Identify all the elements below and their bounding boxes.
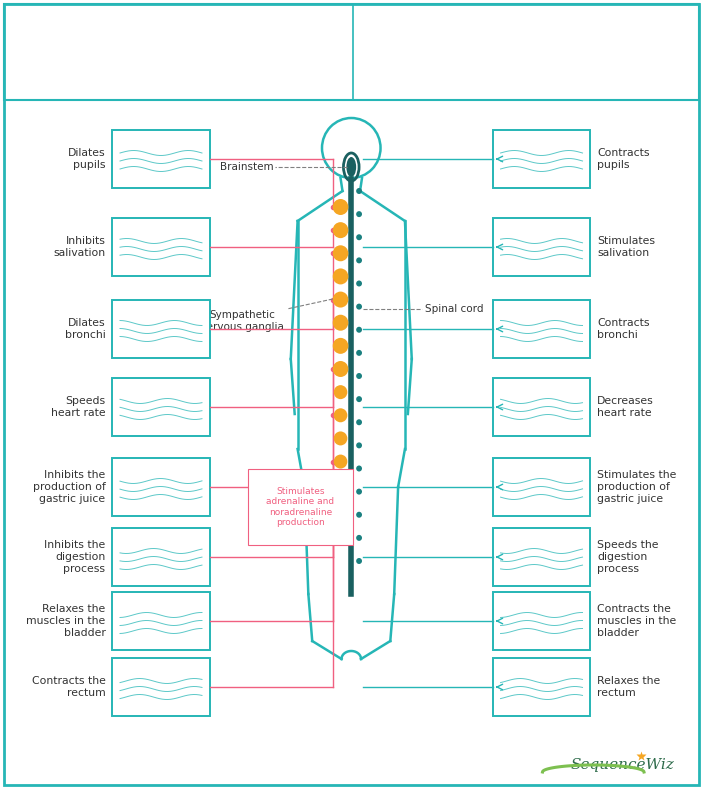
FancyBboxPatch shape — [112, 300, 210, 358]
Circle shape — [356, 257, 362, 264]
FancyBboxPatch shape — [112, 458, 210, 516]
Circle shape — [356, 512, 362, 518]
Text: THE PARASYMPATHETIC NERVOUS SYSTEM (PNS): THE PARASYMPATHETIC NERVOUS SYSTEM (PNS) — [372, 11, 684, 21]
Text: (rest-and-digest response): (rest-and-digest response) — [454, 23, 602, 33]
Text: Spinal cord: Spinal cord — [426, 304, 484, 314]
Text: Sympathetic
nervous ganglia: Sympathetic nervous ganglia — [200, 310, 284, 332]
Circle shape — [356, 488, 362, 495]
Text: Inhibits the
digestion
process: Inhibits the digestion process — [44, 540, 105, 574]
Text: Inhibits
salivation: Inhibits salivation — [53, 236, 105, 258]
Text: processing and creating energy reserves.: processing and creating energy reserves. — [415, 46, 641, 56]
Circle shape — [333, 477, 347, 492]
FancyBboxPatch shape — [492, 378, 590, 436]
Text: SequenceWiz: SequenceWiz — [571, 758, 675, 772]
Circle shape — [356, 281, 362, 286]
FancyBboxPatch shape — [492, 592, 590, 650]
FancyBboxPatch shape — [112, 130, 210, 188]
Circle shape — [333, 501, 347, 515]
FancyBboxPatch shape — [4, 4, 698, 100]
Circle shape — [356, 535, 362, 541]
FancyBboxPatch shape — [492, 458, 590, 516]
Circle shape — [333, 432, 347, 446]
Circle shape — [356, 234, 362, 240]
FancyBboxPatch shape — [112, 378, 210, 436]
Circle shape — [333, 245, 348, 261]
Circle shape — [356, 350, 362, 356]
Circle shape — [356, 304, 362, 309]
Text: Stimulates
salivation: Stimulates salivation — [597, 236, 655, 258]
Text: Speeds the
digestion
process: Speeds the digestion process — [597, 540, 659, 574]
FancyBboxPatch shape — [492, 300, 590, 358]
Circle shape — [333, 524, 347, 538]
Ellipse shape — [346, 157, 356, 177]
Circle shape — [333, 338, 348, 353]
Text: Brainstem: Brainstem — [220, 162, 273, 172]
Text: Contracts the
rectum: Contracts the rectum — [32, 676, 105, 697]
Circle shape — [333, 408, 347, 422]
Circle shape — [356, 327, 362, 333]
FancyBboxPatch shape — [112, 592, 210, 650]
Text: metabolic rate, and muscular abilities.: metabolic rate, and muscular abilities. — [73, 46, 284, 56]
Circle shape — [356, 419, 362, 425]
Circle shape — [356, 188, 362, 194]
FancyBboxPatch shape — [112, 218, 210, 276]
Text: (fight-and-flight or freeze response): (fight-and-flight or freeze response) — [78, 23, 279, 33]
Circle shape — [333, 385, 347, 399]
FancyBboxPatch shape — [492, 528, 590, 586]
Circle shape — [333, 454, 347, 469]
Circle shape — [356, 373, 362, 379]
Circle shape — [356, 466, 362, 472]
FancyBboxPatch shape — [492, 218, 590, 276]
Circle shape — [356, 558, 362, 564]
Text: Relaxes the
muscles in the
bladder: Relaxes the muscles in the bladder — [26, 604, 105, 638]
Text: Decreases
heart rate: Decreases heart rate — [597, 396, 654, 418]
Circle shape — [333, 315, 348, 331]
Text: Relaxes the
rectum: Relaxes the rectum — [597, 676, 660, 697]
Circle shape — [356, 396, 362, 402]
FancyBboxPatch shape — [492, 658, 590, 716]
Circle shape — [333, 222, 348, 238]
Text: Stimulates
adrenaline and
noradrenaline
production: Stimulates adrenaline and noradrenaline … — [266, 487, 335, 527]
Text: Dilates
pupils: Dilates pupils — [68, 148, 105, 170]
Circle shape — [333, 199, 348, 215]
Text: THE SYMPATHETIC NERVOUS SYSTEM (SNS): THE SYMPATHETIC NERVOUS SYSTEM (SNS) — [39, 11, 318, 21]
FancyBboxPatch shape — [112, 658, 210, 716]
Text: Inhibits the
production of
gastric juice: Inhibits the production of gastric juice — [32, 470, 105, 503]
Text: Stimulates the
production of
gastric juice: Stimulates the production of gastric jui… — [597, 470, 677, 503]
Text: Contracts the
muscles in the
bladder: Contracts the muscles in the bladder — [597, 604, 676, 638]
FancyBboxPatch shape — [492, 130, 590, 188]
Circle shape — [356, 443, 362, 448]
Circle shape — [333, 361, 348, 377]
Circle shape — [356, 211, 362, 217]
Text: PNS is concerned with relaxation, food: PNS is concerned with relaxation, food — [423, 35, 633, 45]
Text: Contracts
pupils: Contracts pupils — [597, 148, 649, 170]
Circle shape — [333, 292, 348, 308]
Text: SNS is concerned with increasing alertness,: SNS is concerned with increasing alertne… — [60, 35, 297, 45]
Circle shape — [333, 268, 348, 284]
Text: Dilates
bronchi: Dilates bronchi — [65, 318, 105, 340]
FancyBboxPatch shape — [112, 528, 210, 586]
Text: Speeds
heart rate: Speeds heart rate — [50, 396, 105, 418]
Text: Contracts
bronchi: Contracts bronchi — [597, 318, 649, 340]
